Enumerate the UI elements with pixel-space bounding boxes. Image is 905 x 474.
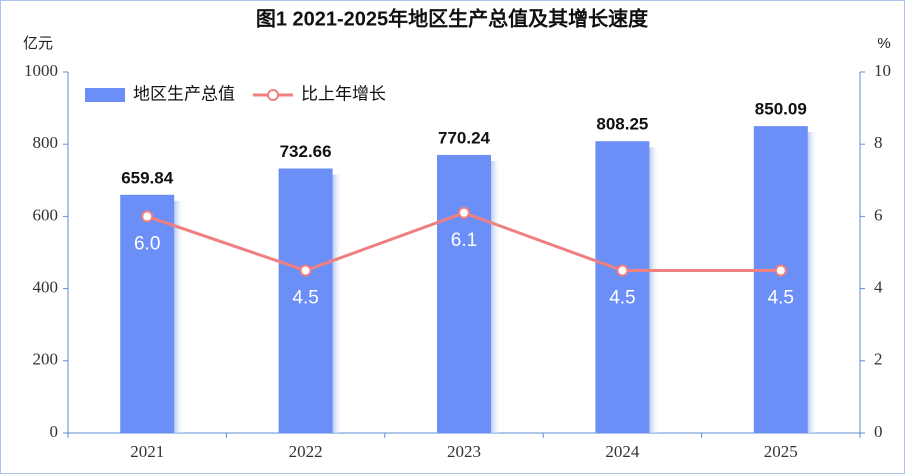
bar-value-label: 659.84 — [121, 168, 174, 187]
x-tick-label: 2023 — [447, 442, 481, 461]
bar-value-label: 808.25 — [596, 115, 648, 134]
y-tick-label: 1000 — [24, 61, 58, 80]
line-value-label: 4.5 — [609, 288, 635, 309]
bar — [595, 141, 650, 434]
x-tick-label: 2025 — [764, 442, 798, 461]
bar-shadow — [491, 160, 501, 433]
chart-title: 图1 2021-2025年地区生产总值及其增长速度 — [256, 6, 649, 30]
x-tick-label: 2024 — [605, 442, 640, 461]
x-tick-label: 2022 — [289, 442, 323, 461]
bar-shadow — [174, 200, 185, 433]
legend-label: 地区生产总值 — [133, 84, 235, 103]
bar-value-label: 850.09 — [755, 100, 807, 119]
bar — [753, 126, 808, 434]
bar-shadow — [807, 132, 818, 434]
line-marker — [616, 264, 629, 277]
bar — [120, 194, 175, 433]
y2-tick-label: 0 — [874, 422, 883, 441]
line-marker — [141, 210, 154, 223]
line-value-label: 4.5 — [292, 288, 318, 309]
bar-value-label: 770.24 — [438, 128, 491, 147]
line-marker — [299, 264, 312, 277]
bar-shadow — [649, 147, 660, 434]
line-value-label: 4.5 — [768, 288, 794, 309]
y2-tick-label: 4 — [874, 278, 883, 297]
y-axis-label: 亿元 — [23, 35, 53, 52]
line-value-label: 6.1 — [451, 230, 477, 251]
legend-label: 比上年增长 — [301, 84, 386, 103]
y2-tick-label: 6 — [874, 205, 883, 224]
y2-axis-label: % — [877, 35, 890, 52]
y2-tick-label: 8 — [874, 133, 883, 152]
bar — [278, 168, 333, 433]
y2-tick-label: 2 — [874, 350, 883, 369]
y-tick-label: 0 — [50, 422, 59, 441]
legend-swatch — [85, 88, 125, 102]
line-value-label: 6.0 — [134, 233, 160, 254]
y-tick-label: 600 — [33, 205, 59, 224]
bar-shadow — [332, 174, 343, 433]
bar — [437, 154, 491, 433]
y-tick-label: 400 — [33, 278, 59, 297]
legend-marker — [267, 89, 279, 101]
line-marker — [458, 206, 470, 219]
x-tick-label: 2021 — [130, 442, 164, 461]
line-marker — [774, 264, 787, 277]
y-tick-label: 200 — [33, 350, 59, 369]
y-tick-label: 800 — [33, 133, 59, 152]
y2-tick-label: 10 — [874, 61, 891, 80]
bar-value-label: 732.66 — [280, 142, 332, 161]
